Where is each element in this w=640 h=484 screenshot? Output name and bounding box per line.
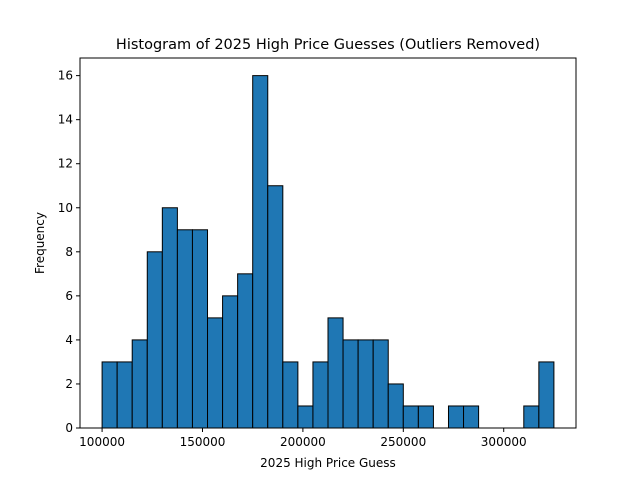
- histogram-bar: [417, 405, 434, 429]
- histogram-bar: [116, 361, 133, 429]
- histogram-bar: [523, 405, 540, 429]
- histogram-bar: [101, 361, 118, 429]
- histogram-bar: [237, 273, 254, 429]
- histogram-bar: [463, 405, 480, 429]
- histogram-bar: [191, 229, 209, 429]
- histogram-bar: [297, 405, 314, 429]
- histogram-bar: [267, 185, 284, 429]
- histogram-bar: [207, 317, 224, 429]
- y-axis-label: Frequency: [33, 212, 47, 274]
- histogram-bar: [131, 339, 148, 429]
- x-tick-label: 250000: [380, 435, 426, 449]
- histogram-bar: [538, 361, 555, 429]
- y-tick-label: 0: [65, 421, 73, 435]
- y-axis-ticks: 0 2 4 6 8 10 12 14 16: [58, 69, 80, 435]
- histogram-bar: [372, 339, 389, 429]
- histogram-bar: [447, 405, 465, 429]
- histogram-bar: [387, 383, 404, 429]
- y-tick-label: 14: [58, 113, 73, 127]
- histogram-bar: [282, 361, 299, 429]
- histogram-bar: [252, 75, 269, 429]
- chart-title: Histogram of 2025 High Price Guesses (Ou…: [116, 37, 540, 53]
- y-tick-label: 4: [65, 333, 73, 347]
- histogram-bar: [312, 361, 329, 429]
- x-tick-label: 100000: [79, 435, 125, 449]
- histogram-bar: [402, 405, 419, 429]
- histogram-bars: [101, 75, 555, 429]
- histogram-bar: [222, 295, 239, 429]
- y-tick-label: 16: [58, 69, 73, 83]
- y-tick-label: 12: [58, 157, 73, 171]
- y-tick-label: 2: [65, 377, 73, 391]
- y-tick-label: 10: [58, 201, 73, 215]
- x-tick-label: 200000: [280, 435, 326, 449]
- x-tick-label: 150000: [180, 435, 226, 449]
- plot-frame: [79, 57, 577, 429]
- histogram-bar: [176, 229, 193, 429]
- histogram-bar: [342, 339, 359, 429]
- x-axis-ticks: 100000 150000 200000 250000 300000: [79, 428, 527, 449]
- y-tick-label: 6: [65, 289, 73, 303]
- y-tick-label: 8: [65, 245, 73, 259]
- histogram-bar: [357, 339, 374, 429]
- x-tick-label: 300000: [481, 435, 527, 449]
- histogram-bar: [327, 317, 344, 429]
- histogram-bar: [146, 251, 163, 429]
- x-axis-label: 2025 High Price Guess: [260, 456, 396, 470]
- histogram-bar: [161, 207, 178, 429]
